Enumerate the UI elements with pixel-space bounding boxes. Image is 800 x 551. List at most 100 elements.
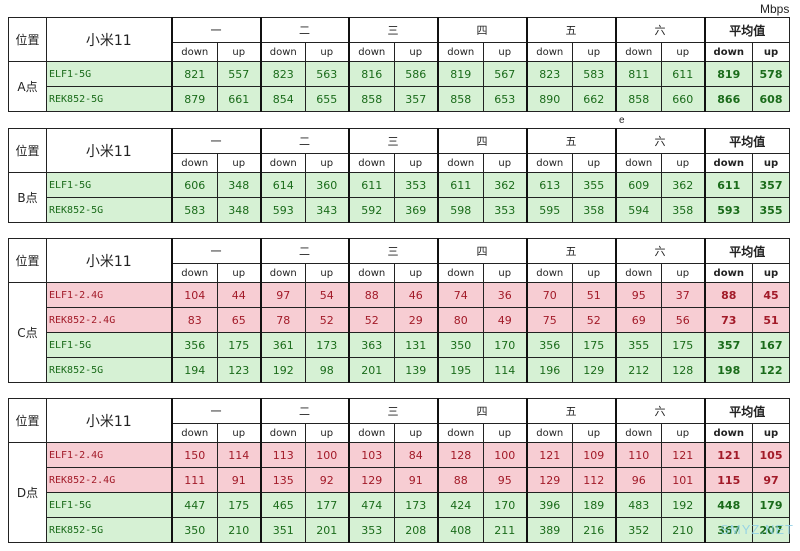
up-label: up [217,263,261,283]
up-value: 210 [217,517,261,543]
day-header: 五 [525,398,616,424]
down-label: down [259,42,306,62]
phone-header: 小米11 [46,398,172,443]
down-value: 816 [347,61,395,87]
up-value: 353 [394,172,438,198]
up-value: 91 [394,467,438,493]
up-label: up [661,423,705,443]
up-value: 369 [394,197,438,223]
down-value: 70 [525,282,573,308]
up-value: 563 [305,61,349,87]
router-name: REK852-2.4G [46,467,172,493]
day-header: 五 [525,17,616,43]
day-header: 一 [170,238,261,264]
day-header: 三 [347,17,438,43]
up-value: 131 [394,332,438,358]
up-value: 173 [305,332,349,358]
down-value: 593 [259,197,306,223]
up-value: 52 [572,307,616,333]
position-header: 位置 [8,17,47,62]
down-value: 111 [170,467,218,493]
up-value: 557 [217,61,261,87]
down-value: 819 [436,61,484,87]
up-value: 355 [572,172,616,198]
up-value: 216 [572,517,616,543]
up-label: up [752,42,790,62]
down-value: 447 [170,492,218,518]
up-label: up [305,153,349,173]
up-label: up [217,423,261,443]
up-value: 37 [661,282,705,308]
up-value: 114 [217,442,261,468]
down-label: down [525,423,573,443]
down-label: down [703,423,753,443]
subheader-row: down up down up down up down up down up down up down… [9,153,790,173]
avg-up-value: 608 [752,86,790,112]
down-label: down [436,423,484,443]
header-row: 位置 小米11 一二三四五六平均值 [8,128,790,173]
down-value: 88 [347,282,395,308]
down-value: 389 [525,517,573,543]
down-value: 74 [436,282,484,308]
up-value: 84 [394,442,438,468]
down-label: down [170,153,218,173]
down-label: down [436,263,484,283]
down-value: 408 [436,517,484,543]
position-header: 位置 [8,238,47,283]
down-value: 113 [259,442,306,468]
location-label: A点 [8,61,47,112]
down-value: 858 [347,86,395,112]
up-label: up [217,42,261,62]
down-value: 611 [347,172,395,198]
up-label: up [305,423,349,443]
up-value: 611 [661,61,705,87]
up-value: 175 [661,332,705,358]
header-row: 位置 小米11 一二三四五六平均值 [8,17,790,62]
up-value: 211 [483,517,527,543]
day-header: 四 [436,128,527,154]
up-label: up [394,153,438,173]
avg-up-value: 207 [752,517,790,543]
down-value: 352 [614,517,662,543]
up-label: up [572,263,616,283]
up-value: 44 [217,282,261,308]
router-name: REK852-2.4G [46,307,172,333]
down-value: 201 [347,357,395,383]
up-value: 56 [661,307,705,333]
day-header: 五 [525,128,616,154]
up-value: 360 [305,172,349,198]
avg-down-value: 73 [703,307,753,333]
avg-down-value: 448 [703,492,753,518]
stray-char: e [619,115,625,126]
down-value: 356 [525,332,573,358]
up-label: up [483,423,527,443]
up-value: 92 [305,467,349,493]
down-label: down [703,263,753,283]
position-header: 位置 [8,398,47,443]
router-name: REK852-5G [46,197,172,223]
day-header: 五 [525,238,616,264]
avg-up-value: 578 [752,61,790,87]
down-label: down [436,42,484,62]
avg-up-value: 167 [752,332,790,358]
down-value: 350 [436,332,484,358]
up-value: 91 [217,467,261,493]
avg-down-value: 593 [703,197,753,223]
up-label: up [572,42,616,62]
down-value: 890 [525,86,573,112]
down-value: 83 [170,307,218,333]
up-value: 128 [661,357,705,383]
location-label: B点 [8,172,47,223]
up-label: up [572,153,616,173]
down-value: 129 [347,467,395,493]
down-value: 97 [259,282,306,308]
down-label: down [614,42,662,62]
up-value: 170 [483,492,527,518]
table-row: ELF1-5G 356 175 361 173 363 131 350 170 356 175 355… [9,332,790,358]
avg-down-value: 866 [703,86,753,112]
up-value: 139 [394,357,438,383]
up-label: up [752,263,790,283]
up-value: 343 [305,197,349,223]
down-label: down [614,263,662,283]
up-value: 173 [394,492,438,518]
